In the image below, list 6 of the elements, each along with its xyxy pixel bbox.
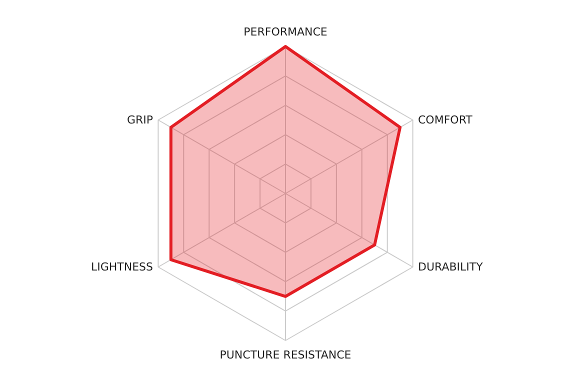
spoke-label: GRIP bbox=[126, 114, 154, 126]
spoke-label: PERFORMANCE bbox=[244, 26, 328, 38]
spoke-label: LIGHTNESS bbox=[90, 260, 154, 274]
spoke-label: PUNCTURE RESISTANCE bbox=[220, 348, 352, 362]
spoke-label: DURABILITY bbox=[418, 260, 484, 274]
spoke-label: COMFORT bbox=[418, 114, 473, 126]
